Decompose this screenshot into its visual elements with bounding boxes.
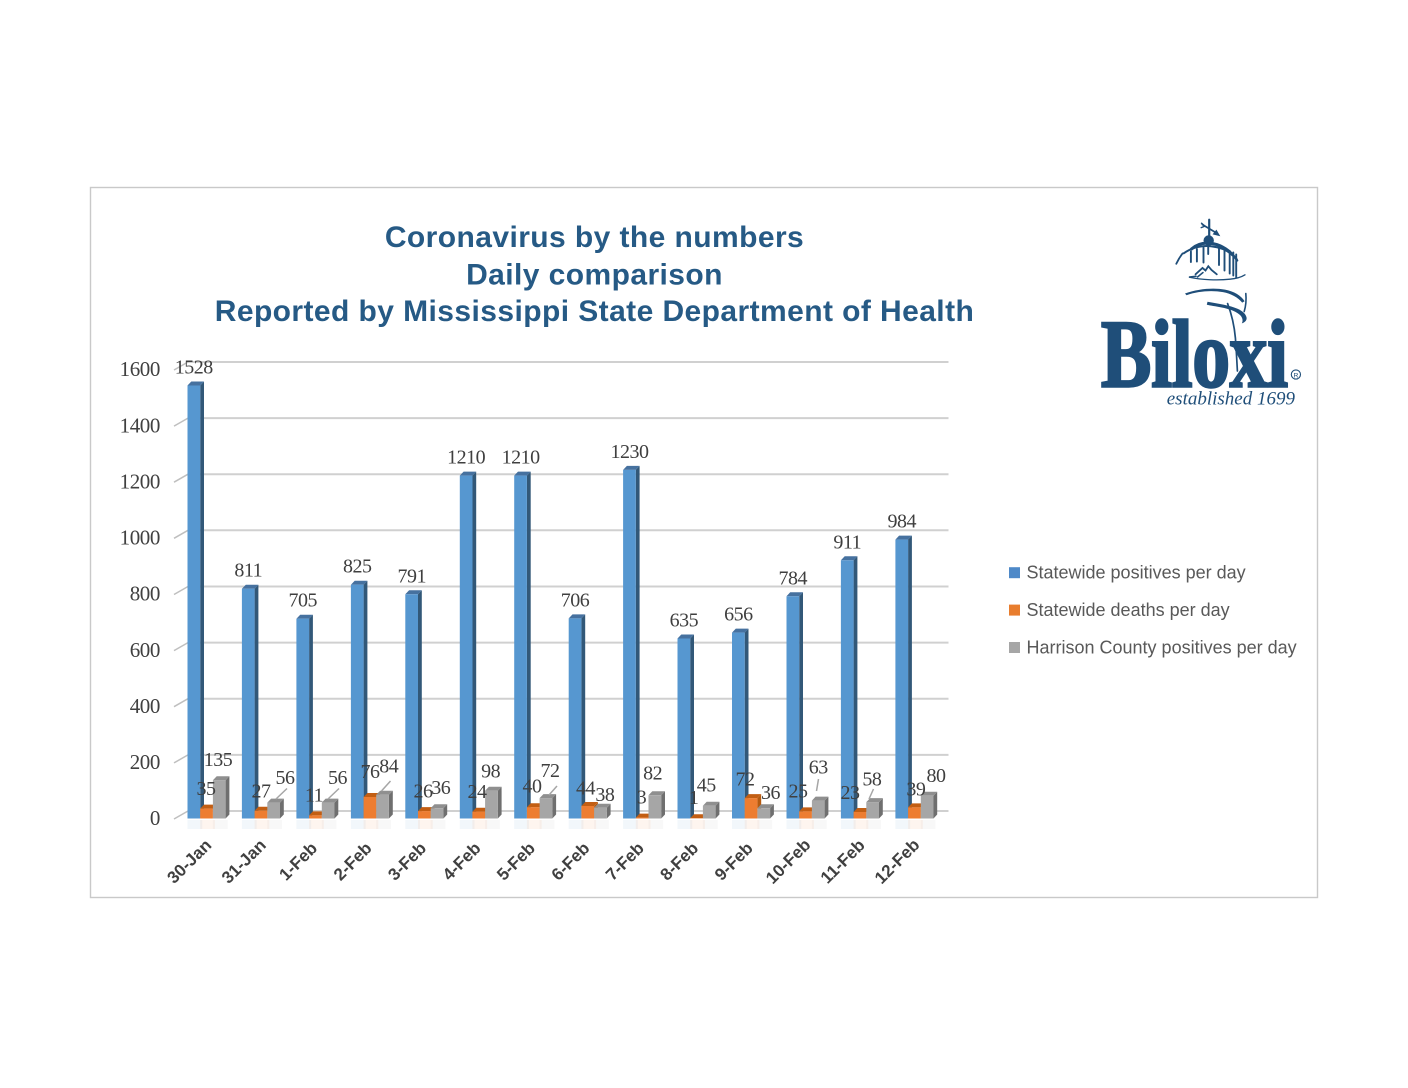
svg-text:40: 40 [523, 776, 543, 798]
svg-text:1230: 1230 [611, 441, 650, 463]
svg-text:36: 36 [761, 782, 781, 804]
svg-text:811: 811 [234, 560, 262, 582]
svg-text:1528: 1528 [175, 357, 214, 379]
svg-text:1600: 1600 [120, 357, 160, 381]
svg-text:8-Feb: 8-Feb [657, 839, 703, 885]
svg-text:1400: 1400 [120, 413, 160, 437]
svg-text:9-Feb: 9-Feb [711, 839, 757, 885]
svg-text:3: 3 [637, 787, 647, 809]
svg-text:25: 25 [789, 781, 809, 803]
svg-text:Statewide positives per day: Statewide positives per day [1027, 563, 1246, 583]
svg-text:72: 72 [736, 769, 755, 791]
svg-text:1210: 1210 [447, 447, 486, 469]
svg-text:1200: 1200 [120, 469, 160, 493]
svg-text:Biloxi: Biloxi [1101, 301, 1288, 408]
svg-text:4-Feb: 4-Feb [439, 839, 485, 885]
svg-text:7-Feb: 7-Feb [602, 839, 648, 885]
svg-text:2-Feb: 2-Feb [330, 839, 376, 885]
svg-text:31-Jan: 31-Jan [218, 836, 270, 888]
svg-text:24: 24 [468, 781, 488, 803]
svg-text:72: 72 [541, 760, 560, 782]
svg-text:1: 1 [689, 787, 699, 809]
svg-text:36: 36 [431, 777, 451, 799]
svg-text:80: 80 [927, 765, 947, 787]
svg-text:200: 200 [130, 750, 160, 774]
svg-text:Reported by Mississippi State: Reported by Mississippi State Department… [215, 295, 974, 328]
svg-text:11-Feb: 11-Feb [817, 836, 869, 888]
svg-text:76: 76 [361, 761, 381, 783]
svg-text:1000: 1000 [120, 526, 160, 550]
svg-text:39: 39 [906, 778, 926, 800]
svg-text:58: 58 [862, 769, 882, 791]
svg-text:Daily comparison: Daily comparison [466, 258, 723, 291]
svg-text:400: 400 [130, 694, 160, 718]
svg-text:635: 635 [670, 610, 699, 632]
svg-text:35: 35 [197, 778, 217, 800]
svg-text:784: 784 [779, 567, 808, 589]
svg-text:911: 911 [833, 531, 861, 553]
svg-text:3-Feb: 3-Feb [384, 839, 430, 885]
svg-text:791: 791 [397, 565, 426, 587]
svg-text:30-Jan: 30-Jan [164, 836, 216, 888]
svg-text:12-Feb: 12-Feb [871, 835, 923, 887]
svg-text:56: 56 [276, 767, 296, 789]
svg-text:82: 82 [643, 763, 662, 785]
svg-text:800: 800 [130, 582, 160, 606]
svg-text:135: 135 [204, 749, 233, 771]
svg-text:705: 705 [289, 590, 318, 612]
svg-text:Coronavirus by the numbers: Coronavirus by the numbers [385, 221, 804, 254]
svg-text:established 1699: established 1699 [1167, 388, 1296, 409]
svg-text:0: 0 [150, 806, 160, 830]
svg-text:84: 84 [379, 755, 399, 777]
svg-text:26: 26 [414, 780, 434, 802]
svg-text:Statewide deaths per day: Statewide deaths per day [1027, 600, 1230, 620]
svg-text:98: 98 [481, 760, 501, 782]
svg-text:706: 706 [561, 589, 590, 611]
svg-text:5-Feb: 5-Feb [493, 839, 539, 885]
svg-text:56: 56 [328, 767, 348, 789]
svg-text:27: 27 [252, 780, 272, 802]
svg-text:600: 600 [130, 638, 160, 662]
svg-text:63: 63 [809, 757, 829, 779]
svg-text:656: 656 [724, 604, 753, 626]
svg-text:10-Feb: 10-Feb [762, 835, 814, 887]
svg-text:23: 23 [841, 782, 861, 804]
svg-text:1-Feb: 1-Feb [275, 839, 321, 885]
svg-text:45: 45 [697, 775, 717, 797]
svg-text:44: 44 [576, 778, 596, 800]
svg-text:825: 825 [343, 556, 372, 578]
svg-text:1210: 1210 [502, 447, 541, 469]
svg-text:11: 11 [305, 785, 323, 807]
svg-text:984: 984 [887, 511, 916, 533]
svg-text:R: R [1293, 372, 1298, 379]
svg-text:Harrison County positives per: Harrison County positives per day [1027, 637, 1297, 657]
svg-text:38: 38 [595, 784, 615, 806]
svg-text:6-Feb: 6-Feb [548, 839, 594, 885]
